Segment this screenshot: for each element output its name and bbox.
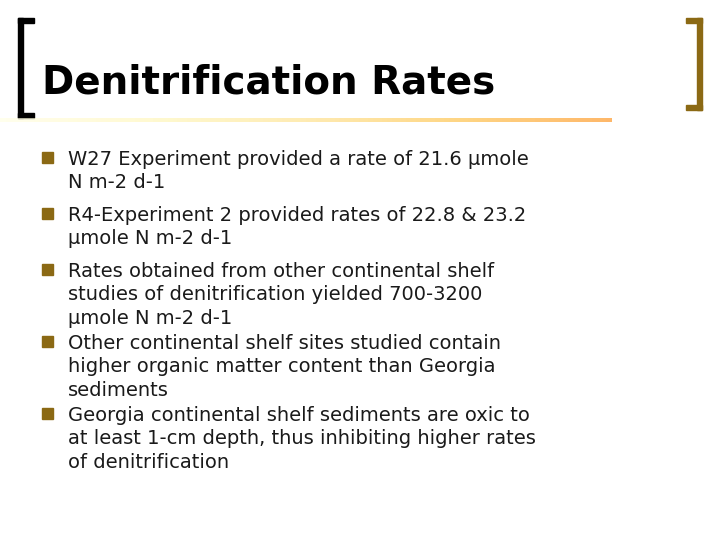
Bar xyxy=(697,18,702,110)
Bar xyxy=(18,18,34,23)
Bar xyxy=(18,18,23,118)
Text: Georgia continental shelf sediments are oxic to
at least 1-cm depth, thus inhibi: Georgia continental shelf sediments are … xyxy=(68,406,536,472)
Bar xyxy=(18,113,34,118)
Bar xyxy=(42,208,53,219)
Bar xyxy=(42,264,53,275)
Text: Other continental shelf sites studied contain
higher organic matter content than: Other continental shelf sites studied co… xyxy=(68,334,501,400)
Bar xyxy=(42,336,53,347)
Text: R4-Experiment 2 provided rates of 22.8 & 23.2
μmole N m-2 d-1: R4-Experiment 2 provided rates of 22.8 &… xyxy=(68,206,526,248)
Text: W27 Experiment provided a rate of 21.6 μmole
N m-2 d-1: W27 Experiment provided a rate of 21.6 μ… xyxy=(68,150,528,192)
Text: Denitrification Rates: Denitrification Rates xyxy=(42,63,495,101)
Text: Rates obtained from other continental shelf
studies of denitrification yielded 7: Rates obtained from other continental sh… xyxy=(68,262,494,328)
Bar xyxy=(686,18,702,23)
Bar xyxy=(686,105,702,110)
Bar xyxy=(42,408,53,419)
Bar xyxy=(42,152,53,163)
